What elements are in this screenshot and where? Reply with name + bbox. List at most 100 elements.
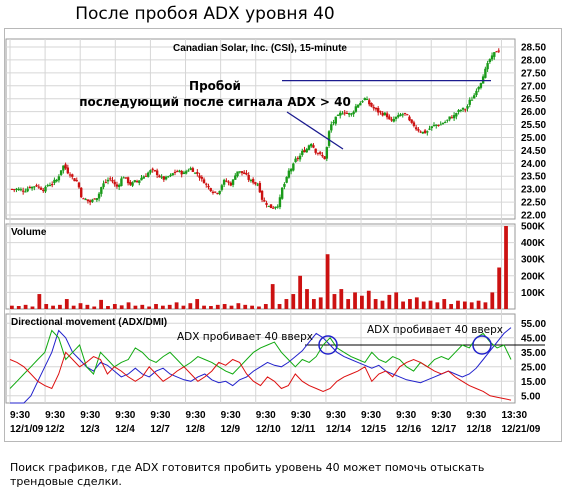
candle-body [172, 173, 174, 175]
candle-body [323, 156, 325, 159]
breakout-annotation-line2: последующий после сигнала ADX > 40 [79, 95, 351, 109]
volume-bar [381, 301, 385, 309]
adx-breakout-annotation: ADX пробивает 40 вверх [177, 331, 313, 343]
candle-body [236, 171, 238, 176]
candle-body [33, 186, 35, 187]
candle-body [136, 181, 138, 182]
candle-body [404, 113, 406, 114]
candle-body [58, 176, 60, 180]
candle-body [78, 183, 80, 188]
candle-body [207, 186, 209, 187]
volume-bar [387, 295, 391, 309]
volume-bar [463, 302, 467, 309]
x-tick-time: 9:30 [326, 410, 346, 421]
x-tick-date: 12/15 [361, 424, 386, 435]
candle-body [402, 114, 404, 115]
candle-body [247, 175, 249, 180]
candle-body [93, 198, 95, 199]
candle-body [426, 131, 428, 132]
candle-body [111, 180, 113, 182]
candle-body [51, 184, 53, 185]
candle-body [38, 187, 40, 188]
candle-body [451, 117, 453, 118]
dmi-tick-label: 35.00 [521, 348, 546, 359]
candle-body [428, 129, 430, 130]
candle-body [455, 113, 457, 116]
candle-body [314, 149, 316, 153]
price-tick-label: 25.50 [521, 120, 546, 131]
price-tick-label: 24.00 [521, 159, 546, 170]
candle-body [339, 113, 341, 116]
x-tick-date: 12/2 [45, 424, 65, 435]
volume-bar [24, 305, 28, 309]
volume-bar [449, 304, 453, 309]
candle-body [288, 171, 290, 178]
volume-bar [484, 302, 488, 309]
stock-chart-frame: 28.50 28.00 27.50 27.00 26.50 26.00 25.50 25.00… [4, 28, 562, 442]
candle-body [252, 179, 254, 183]
candle-body [268, 206, 270, 207]
candle-body [122, 177, 124, 178]
candle-body [343, 112, 345, 113]
candle-body [89, 200, 91, 202]
candle-body [377, 108, 379, 112]
volume-bar [429, 301, 433, 309]
volume-bar [305, 289, 309, 309]
volume-tick-label: 100K [521, 288, 546, 299]
volume-bar [230, 306, 234, 309]
candle-body [435, 125, 437, 126]
volume-bar [339, 289, 343, 309]
candle-body [71, 174, 73, 176]
volume-bar [326, 254, 330, 309]
volume-bar [271, 284, 275, 309]
candle-body [131, 182, 133, 185]
volume-bar [442, 299, 446, 309]
candle-body [477, 87, 479, 89]
x-tick-date: 12/11 [291, 424, 316, 435]
candle-body [194, 173, 196, 174]
candle-body [431, 126, 433, 128]
volume-bar [477, 301, 481, 309]
candle-body [230, 183, 232, 186]
volume-bar [202, 306, 206, 309]
candle-body [448, 116, 450, 119]
candle-body [120, 178, 122, 185]
candle-body [446, 120, 448, 121]
volume-bar [298, 276, 302, 309]
candle-body [437, 125, 439, 126]
candle-body [303, 150, 305, 152]
candle-body [49, 185, 51, 186]
candle-body [40, 188, 42, 190]
candle-body [176, 171, 178, 172]
candle-body [234, 175, 236, 179]
candle-body [381, 113, 383, 116]
candle-body [259, 183, 261, 192]
volume-title: Volume [11, 227, 47, 238]
candle-body [312, 145, 314, 147]
dmi-tick-label: 55.00 [521, 319, 546, 330]
candle-body [359, 103, 361, 105]
candle-body [210, 188, 212, 191]
candle-body [243, 172, 245, 173]
volume-bar [223, 304, 227, 309]
volume-tick-label: 200K [521, 271, 546, 282]
price-tick-label: 27.50 [521, 68, 546, 79]
candle-body [145, 176, 147, 177]
candle-body [225, 181, 227, 182]
volume-bar [374, 299, 378, 309]
x-tick-time: 9:30 [256, 410, 276, 421]
candle-body [321, 155, 323, 156]
candle-body [332, 122, 334, 123]
volume-bar [209, 306, 213, 309]
candle-body [180, 171, 182, 174]
panel-border [6, 224, 515, 309]
candle-body [245, 173, 247, 175]
candle-body [216, 193, 218, 194]
volume-bar [10, 306, 14, 309]
candle-body [127, 177, 129, 183]
price-tick-label: 23.50 [521, 172, 546, 183]
candle-body [366, 99, 368, 100]
candle-body [47, 185, 49, 186]
candle-body [189, 168, 191, 170]
candle-body [384, 113, 386, 115]
